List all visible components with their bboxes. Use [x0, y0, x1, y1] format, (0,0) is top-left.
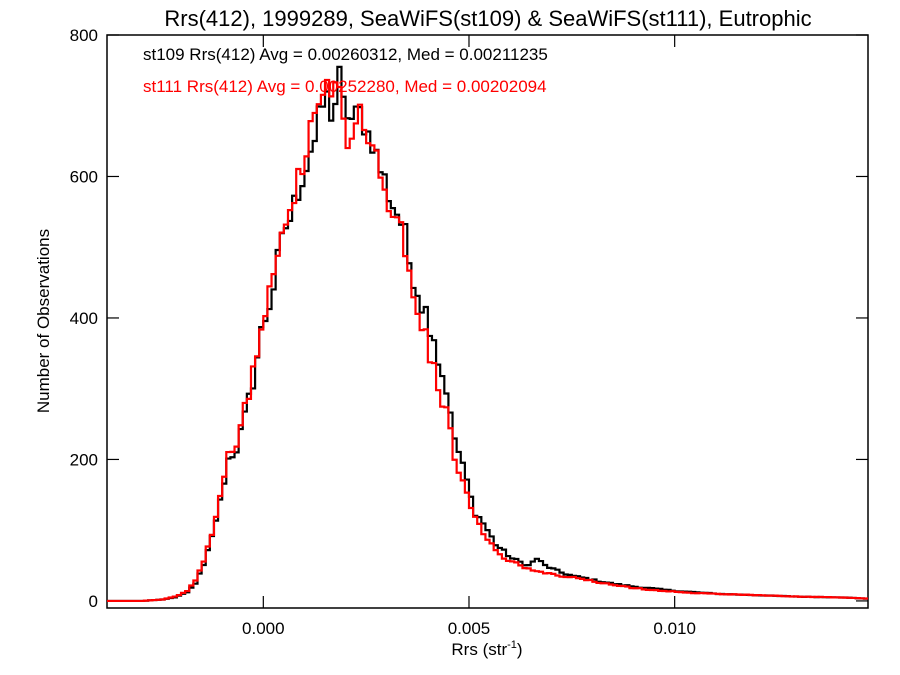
series-line-st109: [107, 65, 868, 603]
series-line-st111: [107, 78, 868, 603]
x-axis-label: Rrs (str-1): [451, 639, 522, 659]
y-axis-label: Number of Observations: [34, 229, 53, 413]
chart-title: Rrs(412), 1999289, SeaWiFS(st109) & SeaW…: [164, 6, 811, 31]
y-tick-label: 600: [70, 167, 98, 186]
x-tick-label: 0.010: [653, 619, 696, 638]
y-tick-label: 400: [70, 309, 98, 328]
legend-st111: st111 Rrs(412) Avg = 0.00252280, Med = 0…: [143, 77, 547, 96]
axis-ticks: 0.000 0.005 0.010 0 200 400 600 800: [70, 26, 868, 638]
x-tick-label: 0.005: [448, 619, 491, 638]
y-tick-label: 200: [70, 450, 98, 469]
series-layer: [107, 65, 868, 603]
plot-frame: [106, 34, 869, 609]
y-tick-label: 800: [70, 26, 98, 45]
legend-st109: st109 Rrs(412) Avg = 0.00260312, Med = 0…: [143, 45, 548, 64]
x-tick-label: 0.000: [242, 619, 285, 638]
y-tick-label: 0: [89, 592, 98, 611]
